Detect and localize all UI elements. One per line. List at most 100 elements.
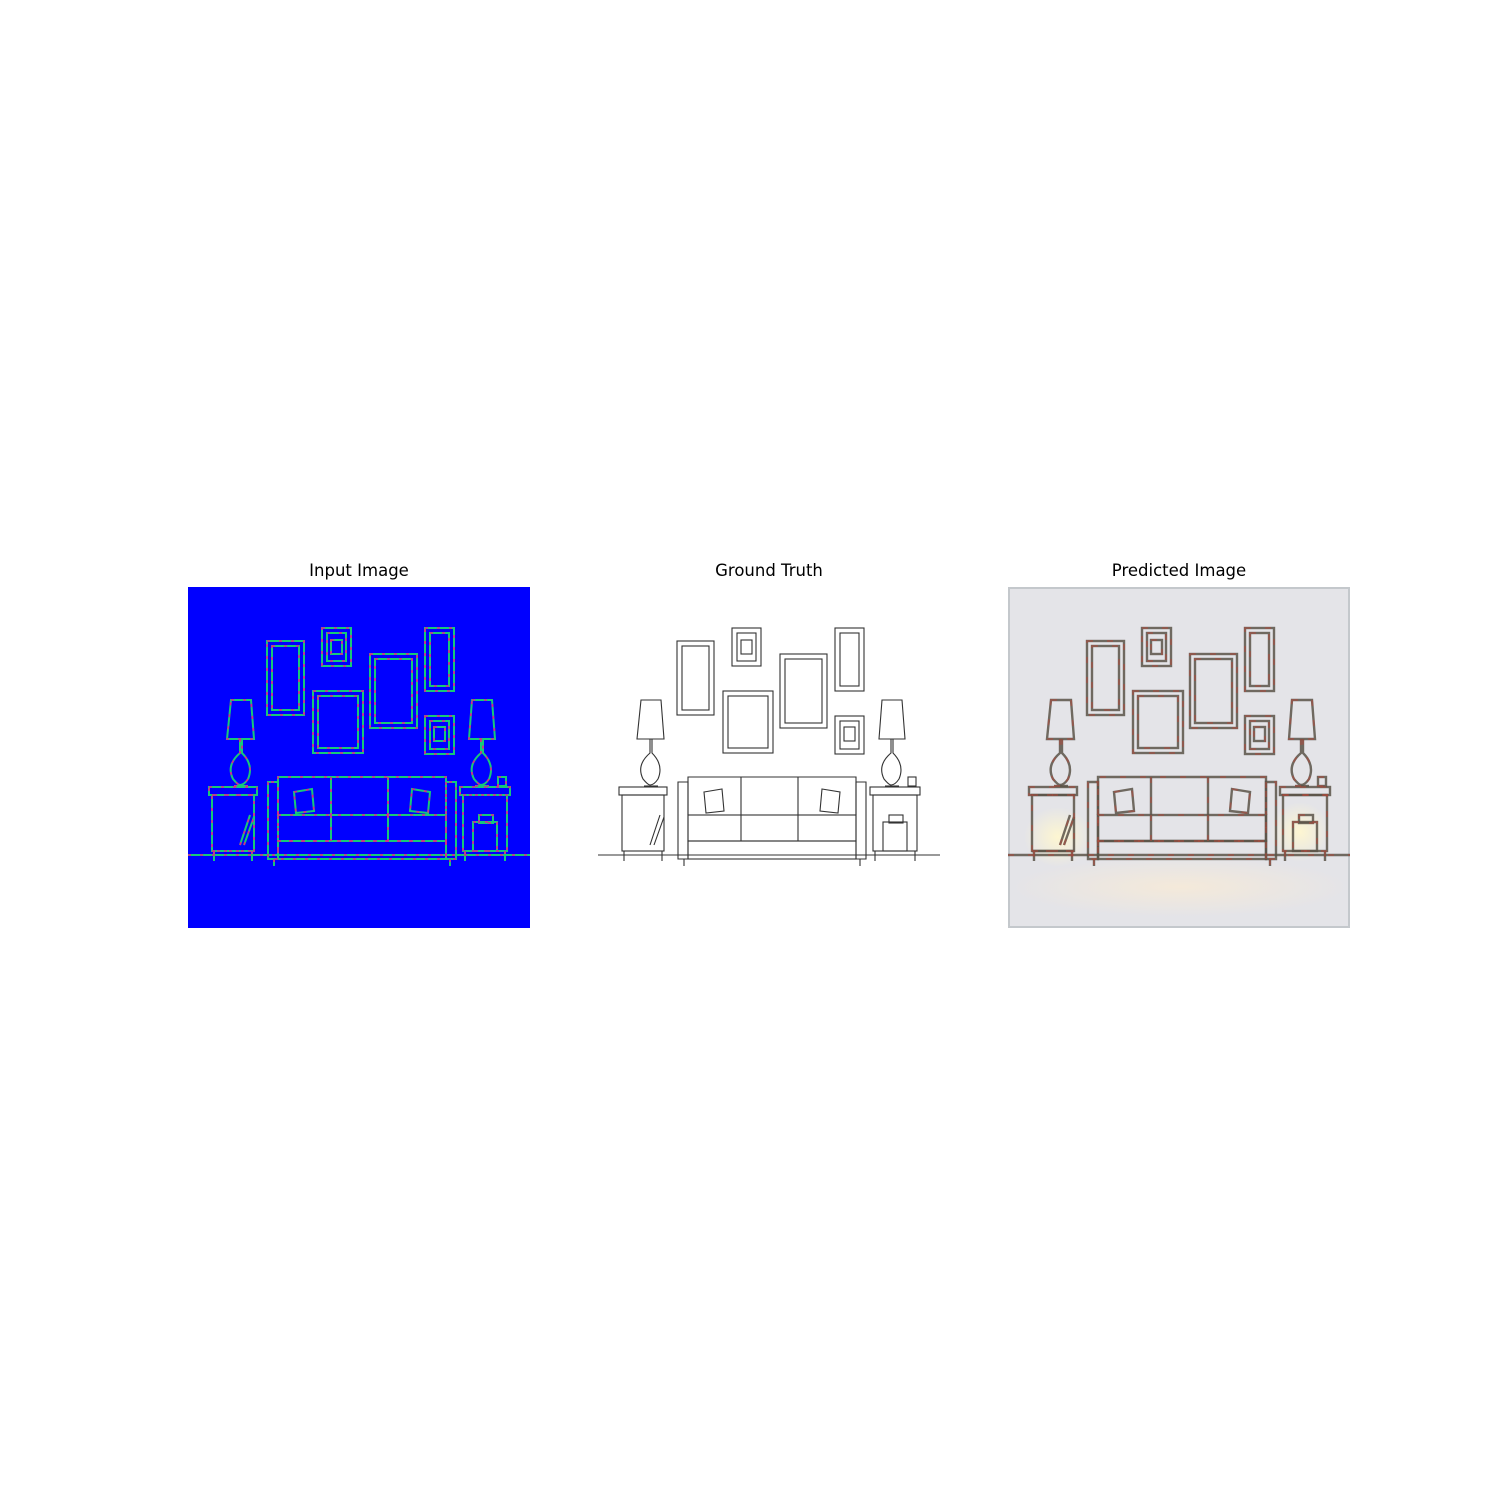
right-table-box-lid: [1298, 814, 1314, 824]
frame-5: [424, 627, 455, 692]
frame-6: [1244, 715, 1275, 755]
right-table-box-lid: [478, 814, 494, 824]
ground-truth-image: [598, 587, 940, 928]
left-table-body: [211, 794, 255, 852]
right-table-legs: [874, 851, 916, 861]
frame-6-matte: [433, 726, 446, 742]
right-table-cup: [497, 776, 507, 787]
left-lamp-shade: [226, 699, 255, 740]
left-lamp-shade: [636, 699, 665, 740]
frame-2: [1141, 627, 1172, 667]
sofa-right-pillow: [819, 788, 841, 814]
right-table-body: [462, 794, 508, 852]
frame-4-inner: [1193, 657, 1234, 725]
predicted-image-title: Predicted Image: [1111, 561, 1247, 580]
frame-3-inner: [727, 695, 769, 749]
sofa-right-pillow: [1229, 787, 1251, 814]
sofa-legs: [273, 859, 451, 866]
left-table-books: [649, 814, 665, 846]
input-image-title: Input Image: [309, 561, 409, 580]
sofa-seat: [1097, 814, 1267, 842]
frame-2-inner: [326, 632, 347, 662]
right-table-box: [1292, 821, 1318, 852]
frame-5-inner: [429, 632, 450, 687]
frame-2: [321, 627, 352, 667]
sofa-back: [687, 776, 857, 815]
left-table-legs: [213, 851, 253, 861]
frame-3-inner: [1137, 695, 1179, 749]
sofa-back-seams: [1149, 777, 1210, 815]
frame-6-inner: [839, 720, 860, 750]
frame-6-inner: [429, 720, 450, 750]
frame-5-inner: [839, 632, 860, 687]
input-line-drawing-accent: [188, 627, 530, 866]
frame-4-inner: [784, 658, 823, 724]
left-table-legs: [623, 851, 663, 861]
sofa-base: [277, 840, 447, 860]
sofa-back-seams: [740, 777, 799, 815]
frame-6-matte: [1253, 726, 1266, 742]
right-table-box-lid: [888, 814, 904, 824]
frame-2-inner: [736, 632, 757, 662]
right-table-box: [882, 821, 908, 852]
sofa-left-pillow: [1113, 787, 1135, 814]
frame-2-matte: [1150, 639, 1163, 655]
sofa-back: [277, 776, 447, 815]
left-table-books: [1059, 814, 1075, 846]
right-lamp-shade: [878, 699, 906, 740]
predicted-image: [1008, 587, 1350, 928]
frame-4: [1189, 653, 1238, 729]
frame-3-inner: [317, 695, 359, 749]
frame-3: [1132, 690, 1184, 754]
right-table-legs: [1284, 851, 1326, 861]
sofa-seat-seams: [1150, 815, 1209, 841]
frame-4: [779, 653, 828, 729]
frame-6-inner: [1249, 720, 1270, 750]
sofa-base: [1097, 840, 1267, 860]
frame-6: [834, 715, 865, 755]
left-table-legs: [1033, 851, 1073, 861]
sofa-left-pillow: [703, 788, 725, 814]
sofa-right-pillow: [409, 788, 431, 814]
sofa-back-seams: [330, 777, 389, 815]
frame-1-inner: [271, 645, 300, 711]
sofa-left-arm: [267, 781, 279, 860]
right-table-top: [459, 786, 511, 796]
right-lamp-base: [470, 739, 492, 786]
left-lamp-base: [640, 739, 661, 786]
right-lamp-shade: [1287, 698, 1317, 741]
frame-5-inner: [1249, 632, 1270, 687]
frame-1: [266, 640, 305, 716]
ground-truth-title: Ground Truth: [715, 561, 823, 580]
sofa-legs: [1093, 859, 1271, 866]
right-table-box: [472, 821, 498, 852]
right-table-cup: [907, 776, 917, 787]
frame-6: [424, 715, 455, 755]
right-table-cup: [1317, 776, 1327, 787]
ground-truth-line-drawing: [598, 627, 940, 866]
left-lamp-base: [229, 739, 251, 786]
frame-3: [722, 690, 774, 754]
frame-2-matte: [330, 639, 343, 655]
frame-1: [676, 640, 715, 716]
sofa-base: [687, 840, 857, 860]
frame-1: [1086, 640, 1125, 716]
left-table-books: [239, 814, 255, 846]
sofa-back: [1097, 776, 1267, 815]
frame-5: [834, 627, 865, 692]
predicted-line-drawing-accent: [1008, 627, 1350, 866]
frame-1-inner: [1091, 645, 1120, 711]
frame-2-inner: [1146, 632, 1167, 662]
right-lamp-base: [881, 739, 902, 786]
right-lamp-shade: [468, 699, 496, 740]
frame-2: [731, 627, 762, 667]
frame-3: [312, 690, 364, 754]
left-lamp-shade: [1045, 698, 1076, 741]
frame-1-inner: [681, 645, 710, 711]
frame-4-inner: [374, 658, 413, 724]
frame-4: [369, 653, 418, 729]
sofa-seat-seams: [330, 815, 389, 841]
sofa-right-arm: [445, 781, 457, 860]
sofa-legs: [683, 859, 861, 866]
frame-5: [1244, 627, 1275, 692]
